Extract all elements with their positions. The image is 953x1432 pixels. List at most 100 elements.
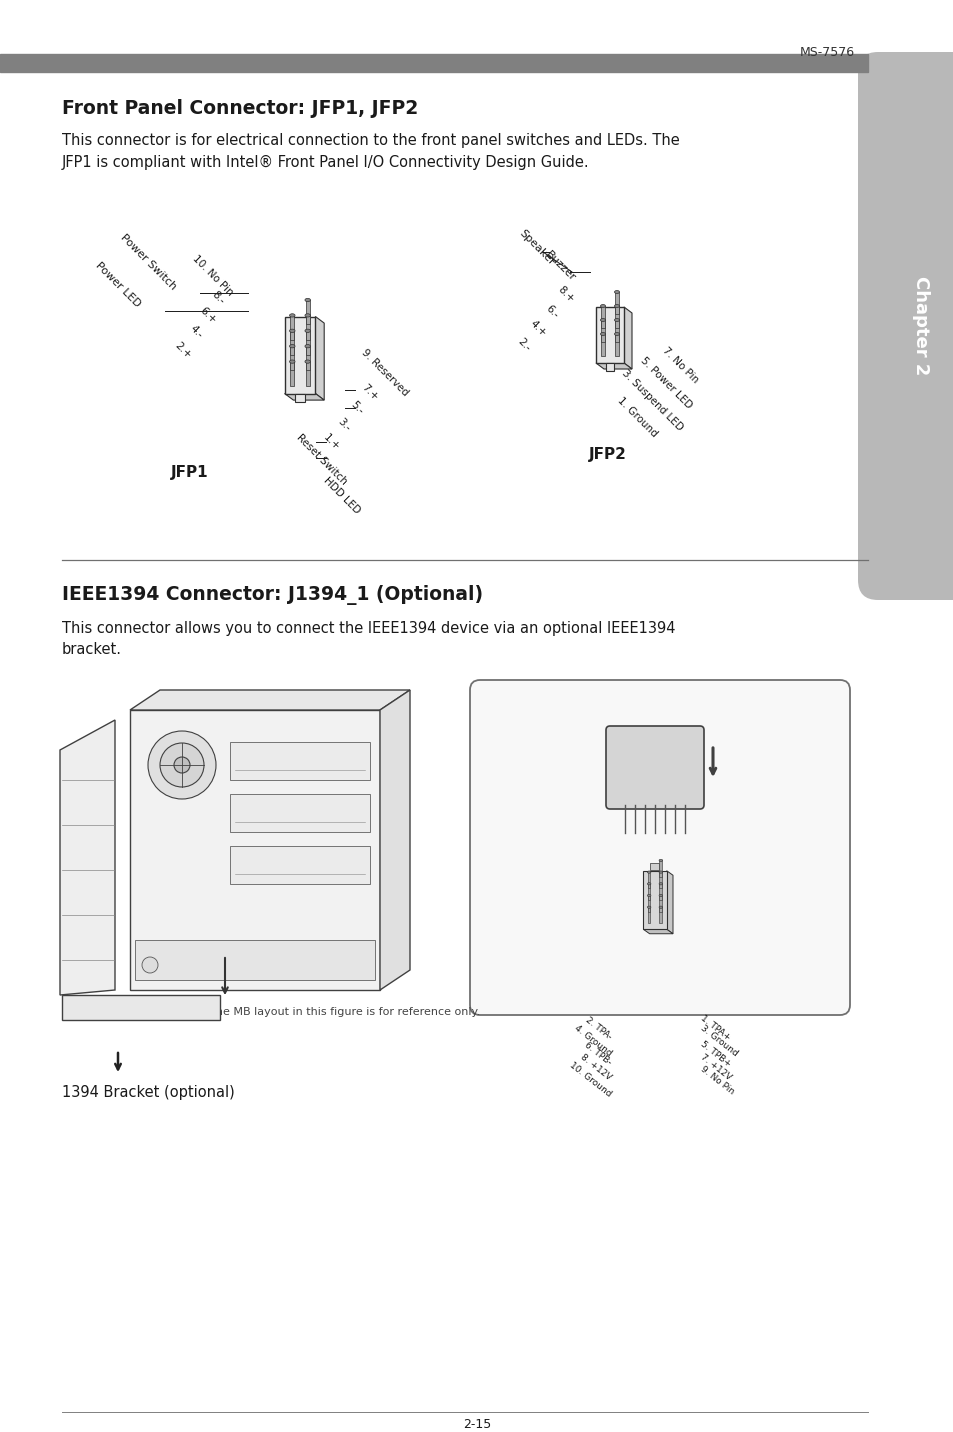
Text: 4.-: 4.- [188,324,204,341]
Bar [305,315,310,339]
Text: 10. No Pin: 10. No Pin [191,253,235,298]
Text: 5. TPB+: 5. TPB+ [699,1040,732,1068]
Text: Power LED: Power LED [93,261,142,309]
Text: 5.-: 5.- [348,400,365,417]
Text: 8.-: 8.- [210,289,226,306]
Text: JFP1: JFP1 [171,464,209,480]
Bar [230,846,370,884]
Text: Chapter 2: Chapter 2 [911,276,929,375]
Ellipse shape [614,291,618,294]
Bar [305,299,310,324]
Text: IEEE1394 Connector: J1394_1 (Optional): IEEE1394 Connector: J1394_1 (Optional) [62,586,482,604]
Text: 8.+: 8.+ [556,284,576,304]
Bar [290,315,294,339]
Polygon shape [284,394,324,400]
Polygon shape [666,871,672,934]
Bar [305,331,310,355]
Polygon shape [642,929,672,934]
Bar [647,884,650,899]
Ellipse shape [647,882,650,885]
Bar [647,895,650,912]
Text: 2.-: 2.- [515,337,532,354]
Text: JFP1 is compliant with Intel® Front Panel I/O Connectivity Design Guide.: JFP1 is compliant with Intel® Front Pane… [62,155,589,169]
Ellipse shape [647,895,650,896]
Polygon shape [315,316,324,400]
Text: 8. +12V: 8. +12V [578,1053,613,1081]
Text: 6.-: 6.- [543,304,559,321]
Text: 3. Ground: 3. Ground [699,1024,739,1058]
Text: 3. Suspend LED: 3. Suspend LED [618,368,683,432]
Polygon shape [62,995,220,1020]
Polygon shape [130,690,410,710]
Text: This connector is for electrical connection to the front panel switches and LEDs: This connector is for electrical connect… [62,133,679,147]
Bar [659,908,661,924]
Text: 2.+: 2.+ [172,339,193,359]
Bar [615,319,618,342]
Ellipse shape [305,329,310,332]
Text: 2. TPA-: 2. TPA- [582,1015,613,1041]
Text: 1.+: 1.+ [321,432,342,453]
Bar [659,884,661,899]
Ellipse shape [614,318,618,322]
Bar [659,895,661,912]
Ellipse shape [305,298,310,302]
Ellipse shape [659,871,662,874]
Text: 7. +12V: 7. +12V [699,1053,733,1081]
Polygon shape [379,690,410,990]
Bar [596,306,623,362]
Ellipse shape [614,332,618,335]
Polygon shape [596,362,631,369]
Bar [305,362,310,385]
Ellipse shape [290,345,294,348]
Bar [305,347,310,371]
Polygon shape [623,306,631,369]
FancyBboxPatch shape [470,680,849,1015]
Bar [659,872,661,888]
Text: Speaker: Speaker [517,228,556,268]
Bar [290,331,294,355]
Bar [605,362,614,371]
Ellipse shape [290,329,294,332]
Text: MS-7576: MS-7576 [799,46,854,59]
Ellipse shape [659,906,662,908]
Ellipse shape [599,318,605,322]
Bar [600,334,604,357]
Bar [135,939,375,979]
Text: 3.-: 3.- [335,417,352,434]
Text: Reset Switch: Reset Switch [294,432,349,487]
Circle shape [173,758,190,773]
Text: Power Switch: Power Switch [118,232,177,292]
Bar [615,334,618,357]
Text: 1. TPA+: 1. TPA+ [699,1014,732,1042]
Ellipse shape [290,359,294,364]
Ellipse shape [647,871,650,874]
Polygon shape [60,720,115,995]
Bar [600,306,604,328]
Ellipse shape [305,359,310,364]
Text: 7.+: 7.+ [359,382,379,402]
Ellipse shape [647,906,650,908]
Ellipse shape [305,345,310,348]
Bar [659,861,661,876]
Text: 4. Ground: 4. Ground [572,1024,613,1058]
Bar [284,316,315,394]
Bar [230,793,370,832]
Text: 6.+: 6.+ [197,305,218,325]
Bar [647,872,650,888]
Bar [650,863,659,869]
FancyBboxPatch shape [605,726,703,809]
Ellipse shape [599,332,605,335]
Bar [600,319,604,342]
Circle shape [148,730,215,799]
Text: 1. Ground: 1. Ground [615,395,659,438]
Bar [647,908,650,924]
Bar [642,871,666,929]
Text: 4.+: 4.+ [527,318,548,338]
Bar [615,292,618,314]
Ellipse shape [290,314,294,316]
Text: bracket.: bracket. [62,643,122,657]
Circle shape [142,957,158,972]
Ellipse shape [305,314,310,316]
Text: 9. No Pin: 9. No Pin [699,1064,736,1095]
Text: Front Panel Connector: JFP1, JFP2: Front Panel Connector: JFP1, JFP2 [62,99,417,117]
